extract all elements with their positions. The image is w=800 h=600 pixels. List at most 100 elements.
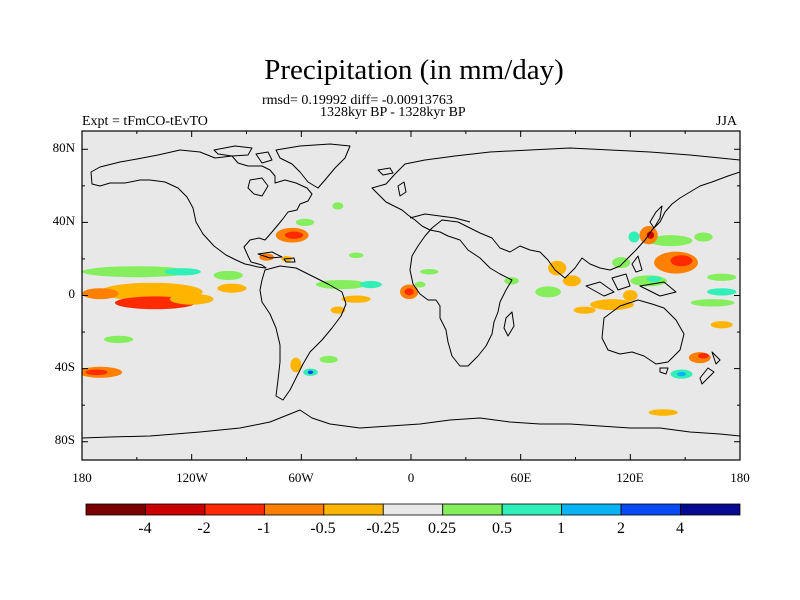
coast-mediterranean bbox=[409, 213, 471, 223]
anomaly-atlantic-dry bbox=[341, 295, 371, 303]
axis-ticks bbox=[81, 131, 741, 460]
colorbar-label: 2 bbox=[617, 520, 625, 537]
colorbar-swatch bbox=[501, 503, 563, 516]
coast-australia bbox=[601, 299, 685, 365]
anomaly-gulf-of-guinea-wet bbox=[414, 281, 426, 288]
anomaly-tasman-wet-core bbox=[676, 371, 687, 377]
coast-britain bbox=[397, 181, 407, 197]
coast-hudson-bay bbox=[247, 177, 269, 197]
anomaly-bay-of-bengal-dry bbox=[562, 275, 581, 287]
anomaly-west-pacific-dry-core bbox=[670, 255, 693, 267]
anomaly-east-china-wet bbox=[628, 231, 640, 243]
anomaly-south-atlantic-wet-2 bbox=[319, 355, 338, 364]
season-label: JJA bbox=[716, 114, 738, 129]
anomaly-gulf-of-guinea-dry-core bbox=[404, 288, 414, 296]
anomaly-south-indian-dry-2 bbox=[573, 306, 596, 314]
lat-tick-0: 0 bbox=[68, 286, 76, 301]
colorbar-label: -0.5 bbox=[310, 520, 336, 537]
anomaly-west-pacific-wet bbox=[648, 235, 693, 247]
colorbar bbox=[85, 503, 741, 516]
coast-tasmania bbox=[659, 367, 669, 375]
anomaly-mid-atlantic-dry bbox=[330, 306, 346, 314]
anomaly-pacific-wet-far-east bbox=[707, 288, 737, 296]
colorbar-swatch bbox=[145, 503, 206, 516]
stats-line: rmsd= 0.19992 diff= -0.00913763 bbox=[262, 93, 453, 108]
coast-north-america bbox=[90, 149, 313, 269]
lon-tick-180w: 180 bbox=[72, 470, 92, 485]
colorbar-swatch bbox=[85, 503, 146, 516]
anomaly-south-atlantic-dry bbox=[290, 357, 302, 373]
lat-tick-40s: 40S bbox=[54, 359, 75, 374]
anomaly-indian-ocean-wet bbox=[535, 286, 561, 298]
anomaly-southwest-pacific-wet bbox=[690, 299, 735, 307]
colorbar-label: 0.25 bbox=[428, 520, 456, 537]
anomaly-south-indian-dry bbox=[590, 299, 634, 311]
anomaly-southwest-pacific-wet-2 bbox=[707, 273, 737, 281]
colorbar-label: 0.5 bbox=[492, 520, 512, 537]
anomaly-subtropical-pacific-wet bbox=[103, 335, 134, 344]
anomaly-pacific-itcz-wet bbox=[82, 266, 192, 278]
anomaly-west-pacific-wet-2 bbox=[694, 232, 713, 242]
anomaly-pacific-itcz-wet-core bbox=[164, 268, 201, 276]
colorbar-swatch bbox=[561, 503, 622, 516]
coast-eurasia-africa bbox=[371, 147, 740, 367]
colorbar-swatch bbox=[382, 503, 444, 516]
colorbar-label: -2 bbox=[197, 520, 211, 537]
anomaly-gulf-stream-wet bbox=[295, 218, 315, 227]
colorbar-label: -0.25 bbox=[366, 520, 400, 537]
anomaly-tasman-dry-core bbox=[697, 353, 709, 359]
coast-south-america bbox=[259, 265, 347, 401]
anomaly-greenland-wet bbox=[332, 202, 344, 210]
coast-caribbean bbox=[257, 251, 296, 263]
colorbar-swatch bbox=[263, 503, 325, 516]
lon-tick-180e: 180 bbox=[730, 470, 750, 485]
lon-tick-120w: 120W bbox=[176, 470, 208, 485]
anomaly-west-african-monsoon-wet bbox=[420, 268, 439, 275]
lat-tick-40n: 40N bbox=[52, 213, 75, 228]
anomaly-south-atlantic-wet-core bbox=[307, 370, 314, 375]
anomaly-maritime-wet-core bbox=[646, 276, 662, 282]
coast-madagascar bbox=[503, 311, 515, 337]
coastlines bbox=[82, 143, 740, 439]
lon-tick-60e: 60E bbox=[510, 470, 532, 485]
anomaly-maritime-dry bbox=[623, 290, 638, 301]
colorbar-label: 4 bbox=[676, 520, 684, 537]
anomaly-japan-dry-core bbox=[646, 231, 655, 239]
chart-title: Precipitation (in mm/day) bbox=[264, 54, 564, 86]
experiment-label: Expt = tFmCO-tEvTO bbox=[82, 114, 208, 129]
anomaly-equatorial-pacific-dry-west bbox=[82, 288, 119, 300]
lon-tick-60w: 60W bbox=[288, 470, 314, 485]
colorbar-label: 1 bbox=[557, 520, 565, 537]
anomaly-east-pacific-dry bbox=[217, 283, 247, 293]
coast-arctic-islands bbox=[213, 145, 273, 164]
colorbar-swatch bbox=[204, 503, 265, 516]
colorbar-swatch bbox=[680, 503, 741, 516]
coast-greenland bbox=[275, 143, 351, 189]
anomaly-gulf-stream-dry-core bbox=[284, 231, 304, 239]
lat-tick-80n: 80N bbox=[52, 140, 75, 155]
lon-tick-0: 0 bbox=[407, 470, 415, 485]
anomaly-indian-ocean-dry bbox=[548, 260, 567, 276]
anomaly-layer bbox=[82, 202, 737, 416]
coast-antarctica bbox=[82, 409, 740, 439]
colorbar-label: -4 bbox=[138, 520, 152, 537]
anomaly-atlantic-itcz-wet-east bbox=[359, 280, 382, 289]
colorbar-label: -1 bbox=[257, 520, 271, 537]
coast-japan bbox=[649, 205, 663, 229]
anomaly-atlantic-itcz-wet bbox=[315, 279, 368, 290]
lat-tick-80s: 80S bbox=[54, 432, 75, 447]
anomaly-southeast-pacific-dry-core bbox=[85, 369, 108, 376]
colorbar-swatch bbox=[442, 503, 503, 516]
anomaly-southwest-pacific-dry bbox=[710, 321, 733, 329]
coast-new-zealand bbox=[699, 351, 721, 385]
anomaly-central-pacific-dry bbox=[169, 293, 214, 305]
coast-iceland bbox=[377, 167, 394, 176]
anomaly-southern-ocean-dry bbox=[648, 409, 678, 416]
period-line: 1328kyr BP - 1328kyr BP bbox=[320, 105, 466, 120]
anomaly-north-atlantic-wet bbox=[348, 252, 364, 259]
lon-tick-120e: 120E bbox=[616, 470, 644, 485]
anomaly-pacific-itcz-wet-east bbox=[213, 270, 243, 280]
colorbar-swatch bbox=[323, 503, 384, 516]
colorbar-swatch bbox=[620, 503, 681, 516]
